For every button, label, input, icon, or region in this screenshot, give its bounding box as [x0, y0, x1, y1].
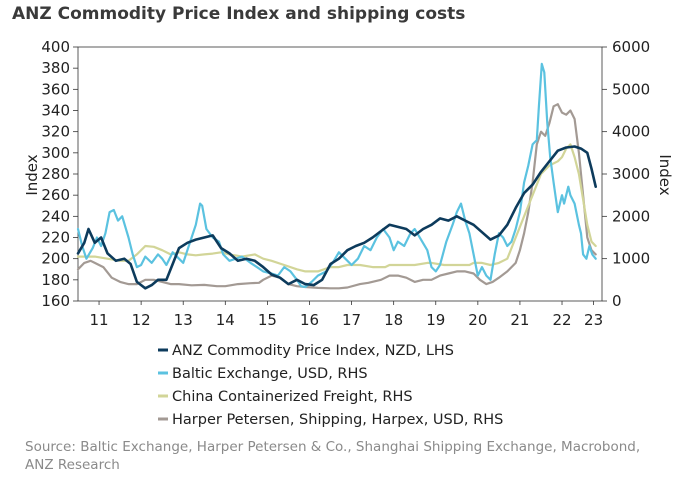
x-tick-label: 19 [426, 311, 445, 329]
x-tick-label: 18 [384, 311, 403, 329]
y-axis-left: 400 380 360 340 320 300 280 260 240 220 200 180 160 [41, 38, 78, 310]
x-tick-label: 16 [300, 311, 319, 329]
y-right-tick-label: 6000 [612, 38, 650, 56]
y-left-tick-label: 400 [41, 38, 70, 56]
y-right-tick-label: 0 [612, 292, 622, 310]
y-right-tick-label: 1000 [612, 250, 650, 268]
y-left-tick-label: 380 [41, 59, 70, 77]
y-left-tick-label: 320 [41, 123, 70, 141]
x-tick-label: 11 [89, 311, 108, 329]
x-tick-label: 20 [468, 311, 487, 329]
series-lines [76, 62, 597, 290]
chart-title: ANZ Commodity Price Index and shipping c… [12, 4, 466, 24]
x-tick-label: 22 [552, 311, 571, 329]
x-tick-label: 21 [510, 311, 529, 329]
legend-label: Harper Petersen, Shipping, Harpex, USD, … [172, 412, 503, 428]
y-left-tick-label: 180 [41, 271, 70, 289]
plot-frame [77, 46, 603, 302]
y-axis-right: 6000 5000 4000 3000 2000 1000 0 [602, 38, 650, 310]
y-right-tick-label: 4000 [612, 123, 650, 141]
y-left-tick-label: 340 [41, 102, 70, 120]
x-axis: 11 12 13 14 15 16 17 18 19 20 21 22 23 [89, 301, 603, 329]
y-right-tick-label: 2000 [612, 207, 650, 225]
y-left-tick-label: 240 [41, 207, 70, 225]
y-axis-right-label: Index [656, 154, 674, 195]
y-left-tick-label: 260 [41, 186, 70, 204]
legend-label: China Containerized Freight, RHS [172, 389, 413, 405]
legend: ANZ Commodity Price Index, NZD, LHS Balti… [158, 343, 503, 428]
y-right-tick-label: 3000 [612, 165, 650, 183]
legend-label: Baltic Exchange, USD, RHS [172, 366, 368, 382]
series-line-0 [76, 145, 597, 290]
y-right-tick-label: 5000 [612, 80, 650, 98]
y-left-tick-label: 300 [41, 144, 70, 162]
y-left-tick-label: 160 [41, 292, 70, 310]
x-tick-label: 15 [258, 311, 277, 329]
x-tick-label: 23 [584, 311, 603, 329]
y-left-tick-label: 200 [41, 250, 70, 268]
y-left-tick-label: 360 [41, 80, 70, 98]
series-line-1 [76, 62, 597, 289]
y-left-tick-label: 220 [41, 229, 70, 247]
y-axis-left-label: Index [23, 154, 41, 195]
x-tick-label: 17 [342, 311, 361, 329]
x-tick-label: 13 [174, 311, 193, 329]
x-tick-label: 14 [216, 311, 235, 329]
source-note: Source: Baltic Exchange, Harper Petersen… [25, 439, 641, 473]
x-tick-label: 12 [132, 311, 151, 329]
y-left-tick-label: 280 [41, 165, 70, 183]
legend-label: ANZ Commodity Price Index, NZD, LHS [172, 343, 454, 359]
